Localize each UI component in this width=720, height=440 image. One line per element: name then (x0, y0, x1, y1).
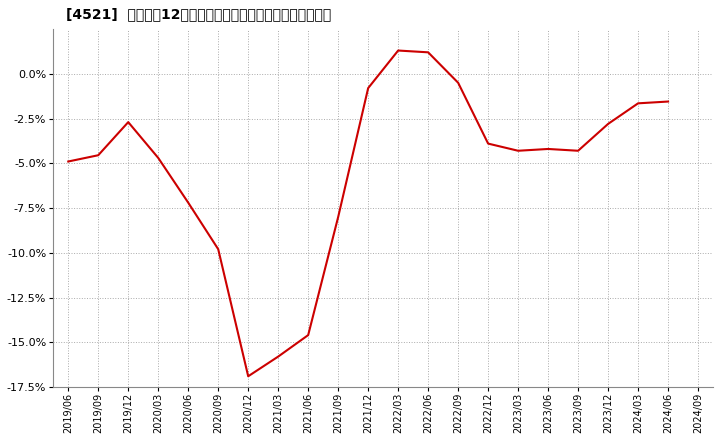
Text: [4521]  売上高の12か月移動合計の対前年同期増減率の推移: [4521] 売上高の12か月移動合計の対前年同期増減率の推移 (66, 7, 332, 21)
